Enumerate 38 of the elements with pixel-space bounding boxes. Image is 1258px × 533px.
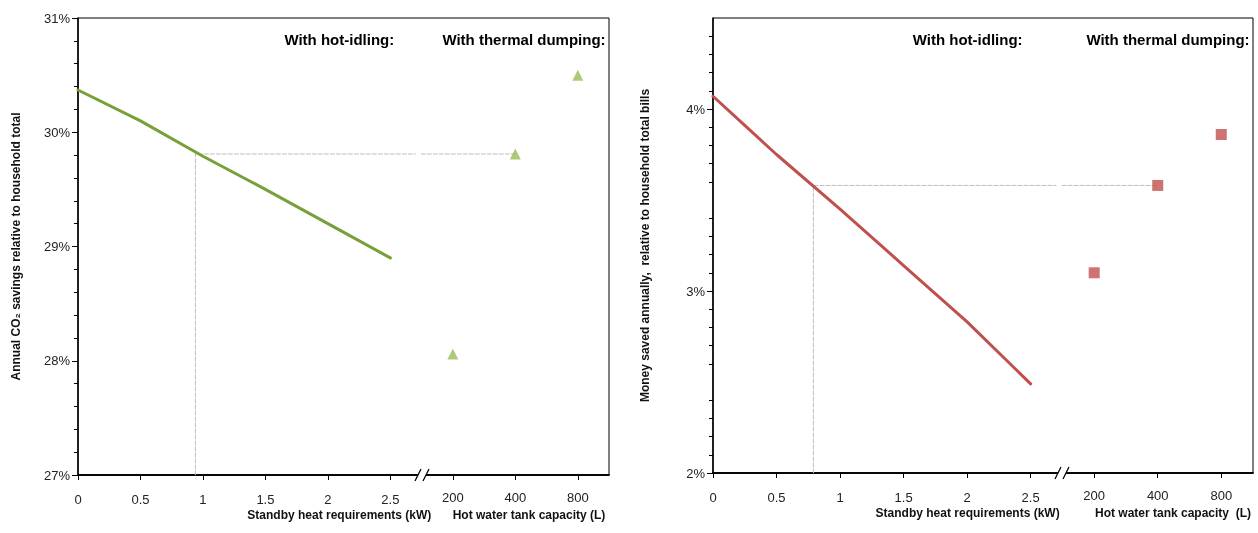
x-axis-title: Standby heat requirements (kW) <box>875 506 1060 520</box>
x-tick-label: 2 <box>324 492 332 507</box>
x2-axis-title: Hot water tank capacity (L) <box>452 508 606 522</box>
annotation: With thermal dumping: <box>442 31 606 48</box>
x-tick-label: 1 <box>836 490 844 505</box>
x2-tick-label: 200 <box>441 490 464 505</box>
x-tick-label: 0.5 <box>131 492 150 507</box>
x2-tick-label: 800 <box>566 490 589 505</box>
x2-axis-title: Hot water tank capacity (L) <box>1094 506 1252 520</box>
x-tick-label: 0.5 <box>767 490 786 505</box>
x-tick-label: 2.5 <box>1021 490 1040 505</box>
y-tick-label: 2% <box>686 465 706 481</box>
y-tick-label: 30% <box>43 124 71 140</box>
y-tick-label: 28% <box>43 353 71 369</box>
x-tick-label: 0 <box>709 490 717 505</box>
x-axis-title: Standby heat requirements (kW) <box>247 508 432 522</box>
x2-tick-label: 200 <box>1083 488 1106 503</box>
x-tick-label: 1 <box>199 492 207 507</box>
x-tick-label: 1.5 <box>256 492 275 507</box>
x2-tick-label: 400 <box>1146 488 1169 503</box>
x2-tick-label: 800 <box>1210 488 1233 503</box>
x-tick-label: 1.5 <box>894 490 913 505</box>
annotation: With hot-idling: <box>912 31 1023 48</box>
x-tick-label: 2.5 <box>381 492 400 507</box>
annotation: With thermal dumping: <box>1086 31 1250 48</box>
y-tick-label: 29% <box>43 239 71 254</box>
x-tick-label: 2 <box>963 490 971 505</box>
x2-tick-label: 400 <box>504 490 527 505</box>
y-tick-label: 27% <box>43 467 71 483</box>
x-tick-label: 0 <box>74 492 82 507</box>
y-axis-title: Annual CO₂ savings relative to household total <box>9 112 23 381</box>
annotation: With hot-idling: <box>284 31 395 48</box>
y-tick-label: 31% <box>43 10 71 26</box>
y-tick-label: 4% <box>686 101 706 117</box>
y-tick-label: 3% <box>686 283 706 299</box>
line-series <box>76 88 392 260</box>
y-axis-title: Money saved annually, relative to household total bills <box>638 88 652 403</box>
line-series <box>711 94 1033 386</box>
